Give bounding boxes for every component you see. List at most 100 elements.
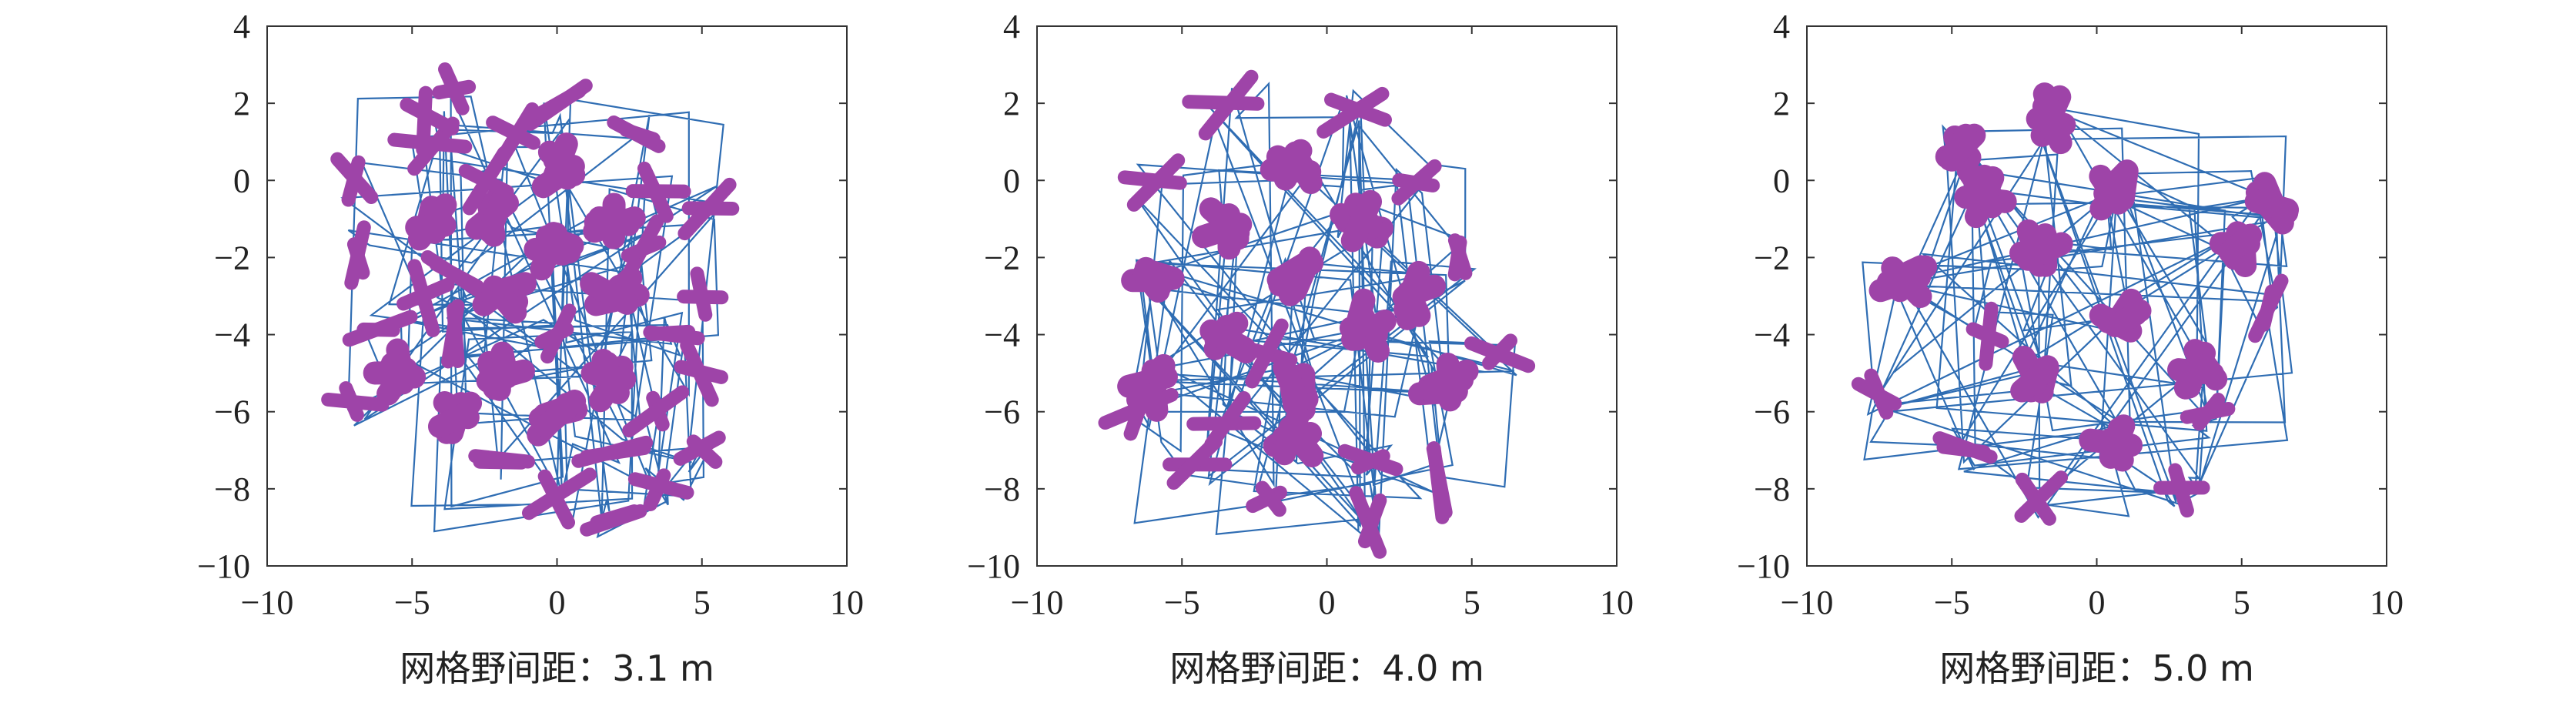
firing-field-point (534, 303, 577, 364)
y-tick-label: 2 (1773, 85, 1790, 122)
firing-field-point (677, 177, 740, 241)
firing-field-point (571, 435, 654, 468)
firing-field-point (583, 192, 646, 249)
y-tick-label: −4 (214, 316, 250, 354)
firing-field-point (2209, 221, 2263, 277)
firing-field-point (2010, 346, 2059, 403)
y-tick-label: 2 (233, 85, 250, 122)
panel-caption: 网格野间距：5.0 m (1939, 648, 2254, 689)
panel-3: −10 −5 0 5 10 4 2 0 −2 −4 −6 −8 −10 网格野间距：5.0 m (1737, 8, 2404, 689)
y-tick-label: −2 (1754, 239, 1790, 276)
x-tick-label: −5 (394, 584, 430, 621)
panel-1: −10 −5 0 5 10 4 2 0 −2 −4 −6 −8 −10 网格野间距：3.1 m (197, 8, 864, 689)
x-tick-label: 10 (2370, 584, 2404, 621)
firing-field-point (476, 341, 535, 401)
firing-field-point (1121, 256, 1185, 303)
firing-field-point (524, 222, 584, 281)
firing-field-point (1330, 189, 1394, 253)
firing-field-point (1932, 431, 1998, 464)
firing-field-point (441, 299, 465, 369)
firing-field-point (1098, 383, 1179, 441)
firing-field-point (580, 504, 647, 537)
firing-field-point (400, 85, 460, 157)
firing-field-point (607, 115, 666, 153)
x-tick-label: −5 (1164, 584, 1200, 621)
firing-field-point (2079, 414, 2143, 472)
x-tick-label: 5 (694, 584, 711, 621)
panel-2: −10 −5 0 5 10 4 2 0 −2 −4 −6 −8 −10 网格野间距：4.0 m (967, 8, 1634, 689)
x-tick-label: 10 (1600, 584, 1634, 621)
firing-field-point (2089, 159, 2139, 221)
x-tick-label: −10 (1011, 584, 1064, 621)
firing-fields (1098, 69, 1536, 559)
firing-field-point (2089, 288, 2152, 343)
trajectory-path (1862, 99, 2293, 519)
x-tick-label: 5 (2233, 584, 2250, 621)
x-tick-label: 0 (2089, 584, 2106, 621)
firing-field-point (674, 338, 728, 407)
firing-field-point (1260, 139, 1323, 195)
panel-caption: 网格野间距：3.1 m (400, 648, 714, 689)
firing-field-point (1117, 153, 1187, 212)
firing-field-point (321, 381, 390, 422)
firing-field-point (1965, 301, 2009, 371)
x-tick-label: −5 (1934, 584, 1970, 621)
y-tick-label: 0 (1773, 162, 1790, 199)
firing-field-point (330, 152, 379, 207)
firing-field-point (427, 391, 483, 444)
firing-field-point (2026, 82, 2076, 155)
y-tick-label: −8 (214, 470, 250, 508)
firing-field-point (363, 338, 427, 406)
firing-field-point (2180, 393, 2236, 431)
firing-field-point (1392, 260, 1447, 330)
firing-field-point (1273, 356, 1319, 422)
firing-field-point (458, 146, 514, 216)
trajectory-line (1862, 99, 2293, 519)
firing-field-point (1851, 368, 1902, 420)
firing-field-point (1349, 486, 1387, 559)
firing-field-point (468, 449, 535, 470)
firing-field-point (465, 186, 519, 247)
y-tick-label: −2 (214, 239, 250, 276)
y-tick-label: 4 (233, 8, 250, 45)
y-tick-label: −6 (214, 393, 250, 431)
firing-field-point (643, 324, 705, 346)
firing-fields (321, 62, 740, 537)
firing-field-point (420, 249, 496, 304)
y-tick-label: −8 (984, 470, 1020, 508)
firing-field-point (1316, 86, 1392, 139)
firing-field-point (627, 468, 694, 511)
y-tick-label: −6 (1754, 393, 1790, 431)
firing-field-point (405, 193, 457, 251)
x-tick-label: −10 (1781, 584, 1834, 621)
firing-field-point (1266, 246, 1324, 306)
y-tick-label: 4 (1003, 8, 1020, 45)
firing-field-point (625, 161, 691, 223)
panel-caption: 网格野间距：4.0 m (1169, 648, 1484, 689)
firing-field-point (2014, 470, 2069, 526)
y-tick-label: 0 (233, 162, 250, 199)
firing-field-point (580, 349, 637, 413)
y-tick-label: −10 (197, 547, 250, 585)
y-tick-label: 2 (1003, 85, 1020, 122)
x-tick-label: 5 (1464, 584, 1480, 621)
firing-field-point (2153, 463, 2210, 518)
firing-field-point (522, 467, 597, 530)
firing-field-point (1339, 288, 1397, 363)
firing-field-point (1868, 255, 1938, 309)
firing-field-point (1182, 69, 1265, 141)
firing-field-point (2009, 219, 2073, 277)
firing-field-point (677, 266, 729, 322)
firing-field-point (622, 385, 690, 438)
y-tick-label: 4 (1773, 8, 1790, 45)
y-tick-label: 0 (1003, 162, 1020, 199)
firing-field-point (432, 62, 477, 115)
firing-field-point (1447, 233, 1473, 282)
firing-field-point (1464, 333, 1536, 373)
axes-box (1036, 25, 1618, 567)
firing-field-point (531, 132, 586, 199)
y-tick-label: −4 (984, 316, 1020, 354)
firing-field-point (1192, 197, 1253, 260)
firing-field-point (396, 259, 455, 337)
